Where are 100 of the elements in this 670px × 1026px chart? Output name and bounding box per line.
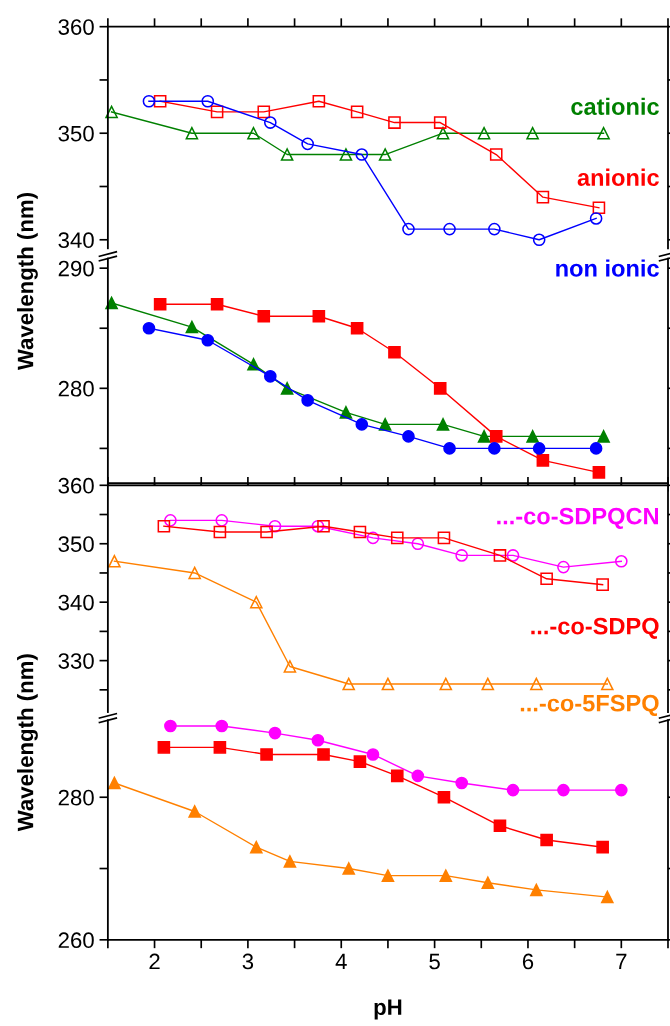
point — [477, 430, 491, 443]
point — [390, 531, 404, 545]
point — [530, 677, 543, 691]
point — [455, 549, 468, 562]
point — [488, 222, 501, 236]
x-tick-label: 4 — [335, 953, 347, 970]
x-axis-title: pH — [374, 999, 402, 1020]
y-tick-label: 360 — [58, 19, 94, 35]
point — [355, 418, 369, 431]
point — [481, 677, 495, 691]
point — [185, 320, 199, 334]
point — [437, 531, 451, 545]
point — [355, 148, 369, 161]
point — [388, 345, 401, 359]
point — [592, 466, 606, 479]
point — [411, 769, 425, 783]
point — [596, 840, 609, 854]
point — [312, 309, 326, 323]
point — [540, 833, 553, 847]
point — [249, 595, 263, 609]
y-tick-label: 350 — [58, 536, 94, 553]
point — [557, 783, 570, 797]
point — [342, 862, 356, 875]
point — [153, 297, 167, 311]
point — [157, 741, 171, 754]
point — [600, 677, 614, 691]
x-tick-label: 2 — [149, 953, 160, 970]
point — [164, 514, 177, 527]
point — [257, 309, 271, 323]
x-tick-label: 3 — [242, 953, 254, 970]
point — [532, 233, 546, 247]
point — [526, 430, 539, 443]
point — [493, 549, 507, 562]
point — [597, 126, 610, 140]
point — [317, 748, 330, 761]
point — [443, 442, 456, 455]
point — [530, 883, 543, 897]
point — [433, 116, 447, 129]
point — [439, 869, 453, 882]
point — [366, 531, 380, 545]
point — [411, 537, 425, 551]
point — [105, 105, 118, 119]
point — [378, 148, 392, 161]
point — [402, 430, 415, 443]
point — [614, 554, 628, 568]
point — [536, 190, 550, 204]
point — [210, 105, 224, 119]
point — [263, 369, 277, 383]
point — [260, 748, 273, 761]
point — [390, 769, 404, 783]
point — [311, 519, 325, 533]
x-tick-label: 5 — [429, 953, 440, 970]
point — [381, 869, 395, 882]
series-label: cationic — [571, 97, 659, 116]
point — [283, 855, 297, 868]
point — [339, 148, 353, 161]
series-label: ...-co-SDPQCN — [497, 507, 658, 529]
point — [342, 677, 356, 691]
point — [215, 514, 229, 527]
point — [532, 442, 546, 455]
x-tick-label: 6 — [522, 953, 534, 970]
point — [437, 790, 451, 804]
y-tick-label: 350 — [58, 125, 94, 142]
point — [592, 201, 606, 215]
point — [153, 94, 167, 108]
point — [301, 137, 314, 151]
point — [213, 525, 227, 539]
point — [589, 212, 603, 225]
y-tick-label: 340 — [58, 594, 94, 611]
point — [263, 116, 277, 129]
point — [201, 333, 215, 347]
point — [312, 94, 326, 108]
point — [436, 126, 450, 140]
point — [439, 677, 453, 691]
point — [157, 519, 171, 533]
point — [188, 566, 202, 580]
point — [317, 519, 330, 533]
point — [597, 430, 610, 443]
point — [268, 726, 282, 740]
y-tick-label: 330 — [58, 653, 94, 669]
point — [185, 126, 199, 140]
point — [353, 525, 367, 539]
series-label: anionic — [577, 168, 659, 186]
point — [540, 572, 553, 586]
point — [260, 525, 273, 539]
y-tick-label: 260 — [58, 932, 94, 949]
point — [443, 222, 456, 236]
point — [436, 418, 450, 431]
point — [213, 741, 227, 754]
point — [283, 660, 297, 673]
point — [257, 105, 271, 119]
x-tick-label: 7 — [616, 953, 627, 970]
point — [366, 748, 380, 761]
point — [506, 549, 520, 562]
point — [600, 890, 614, 904]
y-tick-label: 280 — [58, 789, 94, 806]
point — [526, 126, 539, 140]
point — [350, 105, 364, 119]
series-label: non ionic — [556, 259, 659, 277]
point — [108, 776, 121, 790]
